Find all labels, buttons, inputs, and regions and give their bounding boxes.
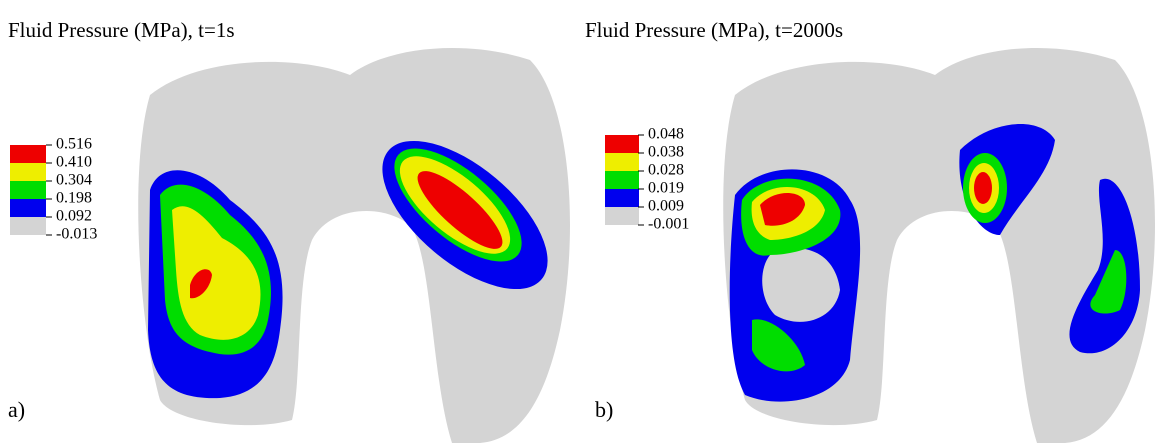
panel-title: Fluid Pressure (MPa), t=1s <box>8 18 235 42</box>
legend-swatch <box>605 189 639 207</box>
legend-label: 0.198 <box>56 190 92 207</box>
legend-swatch <box>605 135 639 153</box>
legend-label: 0.516 <box>56 136 92 153</box>
panel-a <box>10 48 572 443</box>
legend-swatch <box>605 171 639 189</box>
legend-swatch <box>10 163 46 181</box>
legend <box>10 145 46 235</box>
legend-label: -0.001 <box>648 216 689 233</box>
legend-label: 0.009 <box>648 198 684 215</box>
legend <box>605 135 639 225</box>
legend-swatch <box>10 145 46 163</box>
legend-label: 0.410 <box>56 154 92 171</box>
panel-title: Fluid Pressure (MPa), t=2000s <box>585 18 843 42</box>
panel-b <box>605 48 1155 443</box>
legend-label: 0.028 <box>648 162 684 179</box>
contour-red <box>974 172 992 204</box>
figure: Fluid Pressure (MPa), t=1sa)0.5160.4100.… <box>0 0 1164 443</box>
legend-label: 0.048 <box>648 126 684 143</box>
legend-label: -0.013 <box>56 226 97 243</box>
legend-label: 0.092 <box>56 208 92 225</box>
legend-swatch <box>605 207 639 225</box>
legend-label: 0.304 <box>56 172 92 189</box>
legend-swatch <box>605 153 639 171</box>
legend-swatch <box>10 199 46 217</box>
legend-label: 0.019 <box>648 180 684 197</box>
legend-label: 0.038 <box>648 144 684 161</box>
legend-swatch <box>10 217 46 235</box>
panel-label: a) <box>8 397 25 422</box>
legend-swatch <box>10 181 46 199</box>
panel-label: b) <box>595 397 613 422</box>
